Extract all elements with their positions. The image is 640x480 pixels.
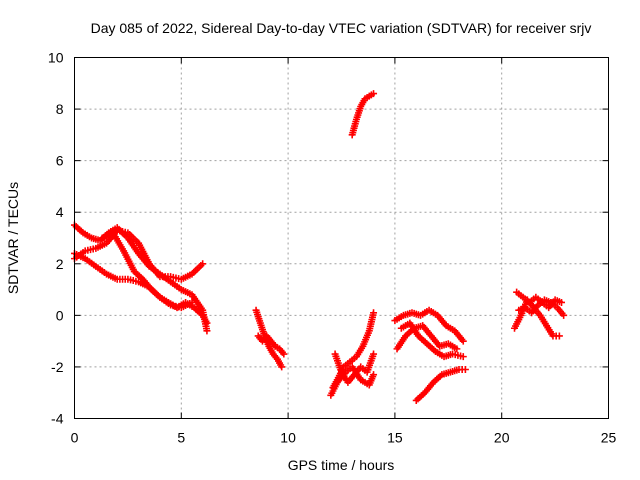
y-tick-label: 10	[48, 50, 64, 66]
y-tick-label: 0	[56, 307, 64, 323]
y-tick-label: 6	[56, 153, 64, 169]
x-tick-label: 20	[494, 430, 510, 446]
y-tick-label: 4	[56, 204, 64, 220]
y-tick-label: -4	[51, 411, 64, 427]
x-tick-label: 25	[601, 430, 617, 446]
x-tick-label: 0	[71, 430, 79, 446]
x-axis-label: GPS time / hours	[288, 457, 395, 473]
y-tick-label: 8	[56, 101, 64, 117]
x-tick-label: 15	[387, 430, 403, 446]
y-tick-label: -2	[51, 359, 64, 375]
x-tick-label: 5	[177, 430, 185, 446]
chart: Day 085 of 2022, Sidereal Day-to-day VTE…	[0, 0, 640, 480]
chart-title: Day 085 of 2022, Sidereal Day-to-day VTE…	[91, 20, 592, 36]
y-tick-label: 2	[56, 256, 64, 272]
y-axis-label: SDTVAR / TECUs	[5, 182, 21, 294]
x-tick-label: 10	[280, 430, 296, 446]
